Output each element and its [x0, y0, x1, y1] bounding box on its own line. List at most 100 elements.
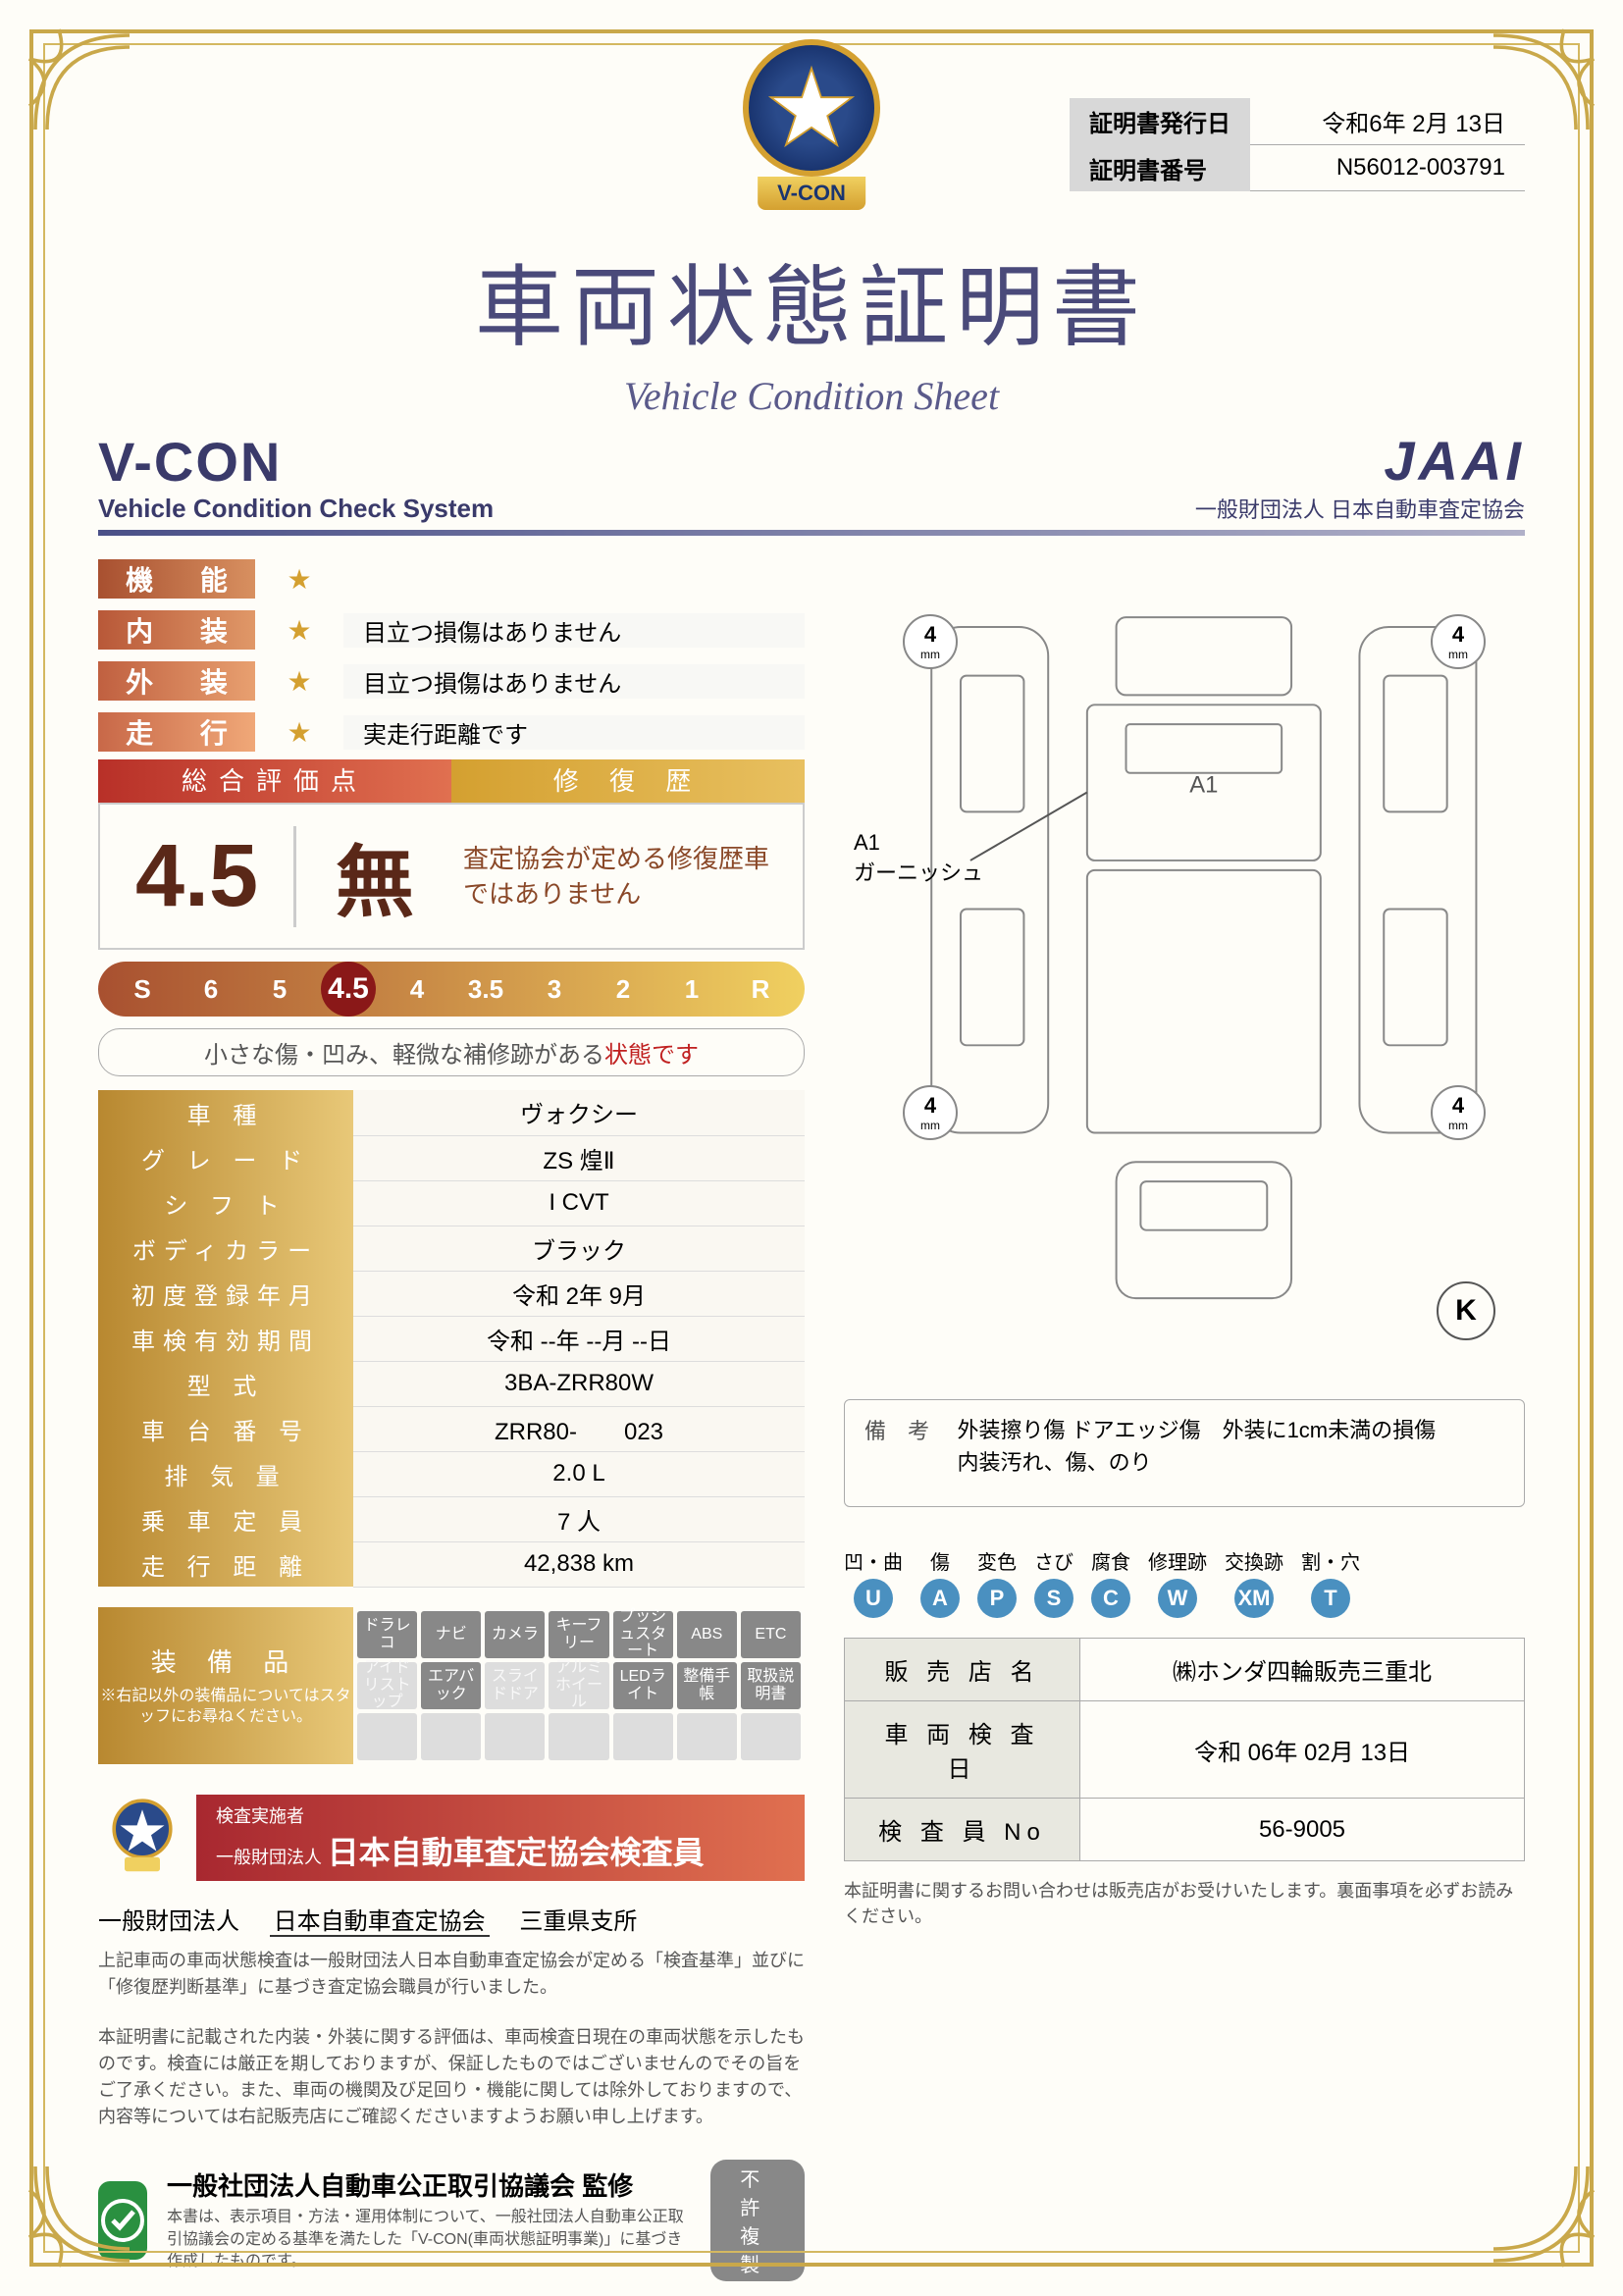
supervise-icon: [98, 2181, 147, 2260]
legend-circle: A: [920, 1579, 960, 1618]
legend-item: 割・穴T: [1301, 1546, 1360, 1618]
dealer-value: 令和 06年 02月 13日: [1080, 1701, 1525, 1799]
legend-item: 変色P: [977, 1546, 1017, 1618]
equipment-item: アルミホイール: [549, 1662, 608, 1709]
tire-rr: 4mm: [1431, 1085, 1486, 1140]
equipment-item: キーフリー: [549, 1611, 608, 1658]
star-icon: ★: [287, 614, 311, 647]
jaai-logo: JAAI: [1195, 429, 1525, 493]
inspector-pre: 検査実施者 一般財団法人: [216, 1806, 322, 1867]
title-jp: 車両状態証明書: [79, 235, 1544, 363]
legend-circle: XM: [1234, 1579, 1274, 1618]
rating-stars: ★: [255, 563, 343, 596]
legend-circle: U: [854, 1579, 893, 1618]
mini-badge: [98, 1794, 186, 1882]
equipment-empty: [741, 1713, 801, 1760]
inspector-row: 検査実施者 一般財団法人 日本自動車査定協会検査員: [98, 1794, 805, 1882]
spec-key: 型 式: [98, 1361, 353, 1406]
legend-label: 修理跡: [1148, 1546, 1207, 1575]
inspector-banner: 検査実施者 一般財団法人 日本自動車査定協会検査員: [196, 1795, 805, 1881]
grade-caption-red: 状態です: [604, 1042, 699, 1069]
rating-row: 内 装 ★ 目立つ損傷はありません: [98, 606, 805, 653]
footer-note: 本証明書に関するお問い合わせは販売店がお受けいたします。裏面事項を必ずお読みくだ…: [844, 1877, 1525, 1928]
fineprint-1: 上記車両の車両状態検査は一般財団法人日本自動車査定協会が定める「検査基準」並びに…: [98, 1948, 805, 2001]
spec-value: ブラック: [353, 1226, 805, 1271]
equipment-item: ABS: [677, 1611, 737, 1658]
legend-label: 腐食: [1091, 1546, 1130, 1575]
tire-fr: 4mm: [1431, 614, 1486, 669]
star-icon: ★: [287, 665, 311, 698]
grade-scale-item: 4.5: [321, 962, 376, 1017]
legend-label: さび: [1034, 1546, 1073, 1575]
certificate-page: V-CON 証明書発行日令和6年 2月 13日 証明書番号N56012-0037…: [0, 0, 1623, 2296]
rating-row: 走 行★実走行距離です: [98, 708, 805, 756]
assoc-name: 日本自動車査定協会: [270, 1908, 490, 1937]
equipment-section: 装 備 品 ※右記以外の装備品についてはスタッフにお尋ねください。 ドラレコナビ…: [98, 1607, 805, 1764]
legend-item: 交換跡 XM: [1225, 1546, 1283, 1618]
rating-stars: ★: [255, 665, 343, 698]
score-head-left: 総合評価点: [98, 759, 451, 803]
header-table: 証明書発行日令和6年 2月 13日 証明書番号N56012-003791: [1070, 98, 1525, 191]
equipment-item: 整備手帳: [677, 1662, 737, 1709]
grade-scale-item: 6: [183, 967, 238, 1011]
remarks-box: 備 考 外装擦り傷 ドアエッジ傷 外装に1cm未満の損傷 内装汚れ、傷、のり: [844, 1399, 1525, 1507]
star-icon: ★: [287, 716, 311, 749]
spec-key: 乗 車 定 員: [98, 1496, 353, 1541]
spec-value: ZS 煌Ⅱ: [353, 1135, 805, 1180]
issue-date-label: 証明書発行日: [1070, 98, 1250, 145]
grade-scale: S654.543.5321R: [98, 962, 805, 1017]
dealer-key: 販 売 店 名: [845, 1639, 1080, 1701]
equipment-empty: [421, 1713, 481, 1760]
rating-desc: 目立つ損傷はありません: [343, 613, 805, 648]
grade-scale-item: R: [733, 967, 788, 1011]
rating-desc: 目立つ損傷はありません: [343, 664, 805, 699]
cert-no: N56012-003791: [1250, 145, 1525, 191]
grade-scale-item: 2: [596, 967, 651, 1011]
spec-value: I CVT: [353, 1180, 805, 1226]
equipment-item: スライドドア: [485, 1662, 545, 1709]
equipment-empty: [357, 1713, 417, 1760]
equipment-item: プッシュスタート: [613, 1611, 673, 1658]
remarks-text: 外装擦り傷 ドアエッジ傷 外装に1cm未満の損傷 内装汚れ、傷、のり: [957, 1414, 1498, 1479]
equipment-grid: ドラレコナビカメラキーフリープッシュスタートABSETCアイドリストップエアバッ…: [353, 1607, 805, 1764]
cert-no-label: 証明書番号: [1070, 145, 1250, 191]
vcon-block: V-CON Vehicle Condition Check System: [98, 430, 494, 524]
rating-row: 機 能★: [98, 555, 805, 602]
vcon-logo: V-CON: [98, 430, 494, 494]
rating-stars: ★: [255, 716, 343, 749]
rating-row: 外 装 ★ 目立つ損傷はありません: [98, 657, 805, 704]
rating-category: 機 能: [98, 559, 255, 599]
score-head-right: 修 復 歴: [451, 759, 805, 803]
assoc-line: 一般財団法人 日本自動車査定協会 三重県支所: [98, 1902, 805, 1936]
supervise-row: 一般社団法人自動車公正取引協議会 監修 本書は、表示項目・方法・運用体制について…: [98, 2160, 805, 2281]
repair-value: 無: [296, 819, 453, 933]
dealer-value: ㈱ホンダ四輪販売三重北: [1080, 1639, 1525, 1701]
grade-scale-item: 3: [527, 967, 582, 1011]
legend-item: さびS: [1034, 1546, 1073, 1618]
rating-category: 内 装: [98, 610, 255, 650]
legend-circle: T: [1311, 1579, 1350, 1618]
corner-ornament: [24, 24, 141, 141]
k-stamp: K: [1437, 1281, 1495, 1340]
title-en: Vehicle Condition Sheet: [79, 373, 1544, 419]
rating-category: 外 装: [98, 661, 255, 701]
vehicle-diagram: A1: [844, 595, 1525, 1340]
supervise-sub: 本書は、表示項目・方法・運用体制について、一般社団法人自動車公正取引協議会の定め…: [167, 2207, 691, 2272]
legend-label: 交換跡: [1225, 1546, 1283, 1575]
left-column: 機 能★内 装★目立つ損傷はありません外 装★目立つ損傷はありません走 行★実走…: [98, 555, 805, 2281]
specs-table: 車 種ヴォクシーグ レ ー ドZS 煌Ⅱシ フ トI CVTボディカラーブラック…: [98, 1090, 805, 1588]
spec-key: 車検有効期間: [98, 1316, 353, 1361]
equipment-item: 取扱説明書: [741, 1662, 801, 1709]
legend-item: 腐食C: [1091, 1546, 1130, 1618]
legend-circle: W: [1158, 1579, 1197, 1618]
grade-scale-item: 4: [390, 967, 445, 1011]
spec-value: 令和 2年 9月: [353, 1271, 805, 1316]
legend-item: 傷A: [920, 1546, 960, 1618]
spec-value: ZRR80- 023: [353, 1406, 805, 1451]
spec-value: ヴォクシー: [353, 1090, 805, 1135]
jaai-subtitle: 一般財団法人 日本自動車査定協会: [1195, 493, 1525, 524]
legend-label: 変色: [977, 1546, 1017, 1575]
dealer-table: 販 売 店 名㈱ホンダ四輪販売三重北車 両 検 査 日令和 06年 02月 13…: [844, 1638, 1525, 1861]
repair-desc: 査定協会が定める修復歴車ではありません: [453, 841, 803, 913]
spec-key: 走 行 距 離: [98, 1541, 353, 1587]
